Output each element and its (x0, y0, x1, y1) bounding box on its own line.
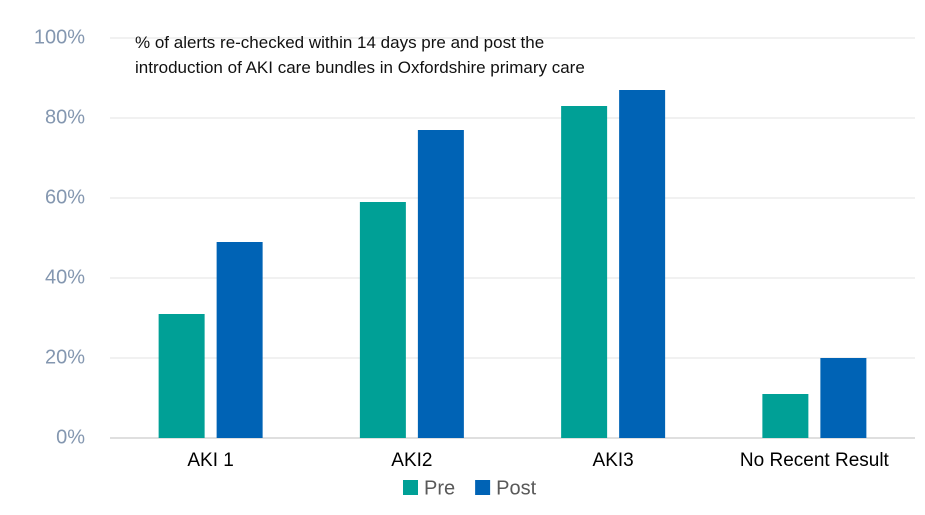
bar (561, 106, 608, 438)
x-tick-label: No Recent Result (740, 450, 890, 471)
x-tick-label: AKI 1 (187, 450, 233, 471)
legend-swatch (403, 480, 418, 495)
x-tick-label: AKI3 (593, 450, 634, 471)
bar (417, 130, 464, 438)
bar (158, 314, 205, 438)
bar (216, 242, 263, 438)
y-tick-label: 0% (56, 426, 85, 448)
y-tick-label: 80% (45, 106, 85, 128)
legend-label: Pre (424, 477, 455, 499)
y-tick-label: 100% (34, 26, 85, 48)
y-tick-label: 40% (45, 266, 85, 288)
x-tick-label: AKI2 (391, 450, 432, 471)
bar (359, 202, 406, 438)
bar (820, 358, 867, 438)
legend-swatch (475, 480, 491, 495)
bar (762, 394, 809, 438)
y-tick-label: 60% (45, 186, 85, 208)
legend-label: Post (496, 477, 536, 499)
chart-title: % of alerts re-checked within 14 days pr… (135, 33, 585, 77)
bar (619, 90, 666, 438)
y-tick-label: 20% (45, 346, 85, 368)
